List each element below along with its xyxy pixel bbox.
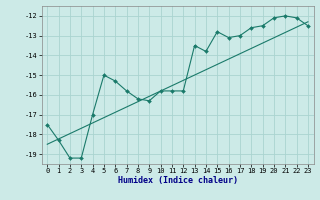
- X-axis label: Humidex (Indice chaleur): Humidex (Indice chaleur): [118, 176, 237, 185]
